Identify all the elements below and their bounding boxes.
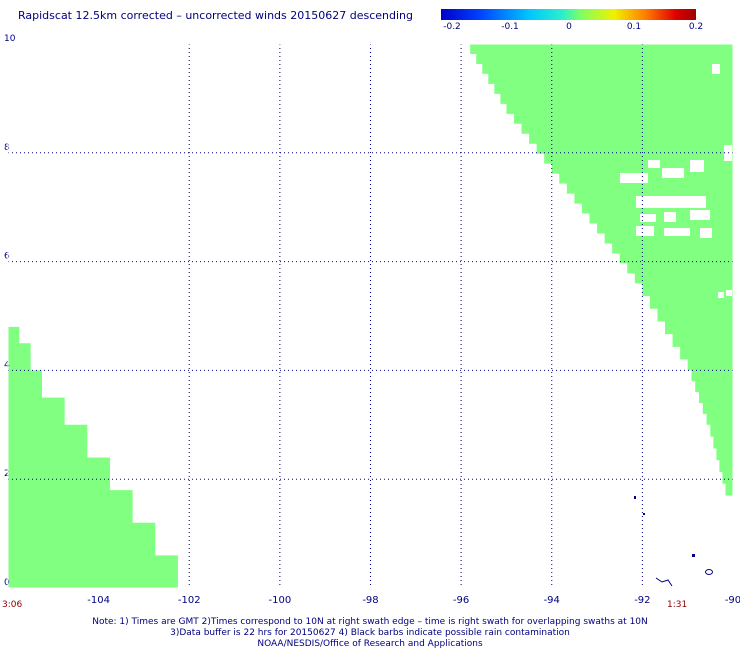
island-marker	[692, 554, 695, 557]
right-swath-time: 1:31	[667, 600, 688, 610]
data-gap-4	[690, 160, 704, 172]
rain-flag-2	[643, 513, 645, 515]
y-tick-label: 8	[4, 143, 10, 153]
y-tick-label: 4	[4, 360, 10, 370]
data-gap-9	[636, 226, 654, 236]
data-gap-12	[712, 64, 720, 74]
y-tick-label: 6	[4, 252, 10, 262]
colorbar-label-3: 0	[566, 22, 572, 32]
y-tick-label: 10	[4, 34, 16, 44]
data-gap-2	[648, 160, 660, 168]
note-line-1: Note: 1) Times are GMT 2)Times correspon…	[92, 617, 648, 627]
colorbar-label-2: -0.1	[501, 22, 519, 32]
colorbar	[441, 9, 696, 20]
data-gap-11	[700, 228, 712, 238]
x-tick-label: -104	[87, 595, 110, 606]
note-line-2: 3)Data buffer is 22 hrs for 20150627 4) …	[170, 628, 570, 638]
note-line-3: NOAA/NESDIS/Office of Research and Appli…	[257, 639, 483, 649]
data-gap-8	[690, 210, 710, 220]
x-tick-label: -98	[362, 595, 378, 606]
colorbar-label-1: -0.2	[443, 22, 461, 32]
data-gap-5	[636, 196, 706, 208]
colorbar-label-5: 0.2	[688, 22, 704, 32]
y-tick-label: 0	[4, 578, 10, 588]
data-gap-3	[662, 168, 684, 178]
data-gap-1	[620, 173, 648, 183]
y-tick-label: 2	[4, 469, 10, 479]
data-gap-10	[664, 228, 690, 236]
left-swath-time: 3:06	[2, 600, 23, 610]
plot-frame	[7, 43, 734, 589]
x-tick-label: -90	[725, 595, 740, 606]
x-tick-label: -94	[544, 595, 560, 606]
map-title: Rapidscat 12.5km corrected – uncorrected…	[18, 9, 414, 22]
x-tick-label: -96	[453, 595, 469, 606]
left-swath	[8, 326, 201, 588]
data-gap-14	[726, 290, 732, 296]
data-gap-13	[718, 292, 724, 298]
x-tick-label: -92	[634, 595, 650, 606]
data-gap-6	[640, 214, 656, 222]
rain-flag-1	[634, 496, 636, 499]
x-tick-label: -100	[269, 595, 292, 606]
colorbar-label-4: 0.1	[626, 22, 642, 32]
data-gap-7	[664, 212, 676, 222]
coastline-fragment	[655, 577, 673, 587]
island-outline	[705, 569, 713, 575]
right-swath	[470, 44, 733, 496]
x-tick-label: -102	[178, 595, 201, 606]
